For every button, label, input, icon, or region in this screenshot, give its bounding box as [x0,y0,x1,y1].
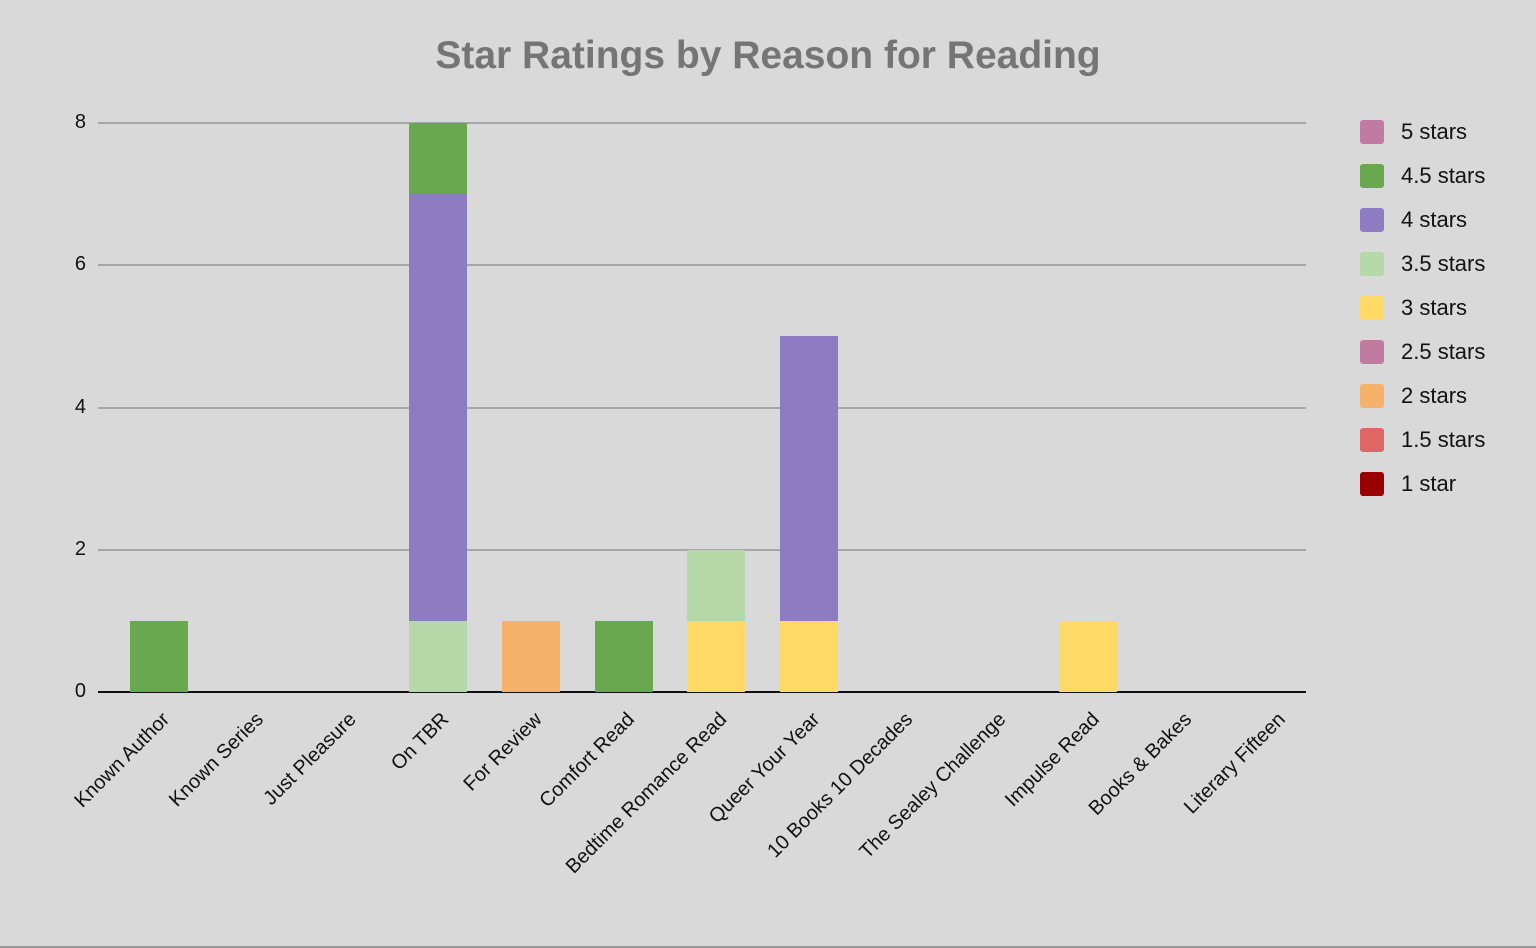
legend-item[interactable]: 3 stars [1360,286,1485,330]
x-tick-label: Known Author [70,708,174,812]
chart-legend: 5 stars 4.5 stars 4 stars 3.5 stars 3 stars 2… [1360,110,1485,506]
legend-label: 3.5 stars [1401,251,1486,276]
legend-swatch-icon [1360,164,1384,188]
legend-item[interactable]: 2.5 stars [1360,330,1485,374]
y-tick-label: 2 [74,537,86,560]
legend-swatch-icon [1360,252,1384,276]
legend-item[interactable]: 5 stars [1360,110,1485,154]
y-tick-label: 0 [74,680,86,702]
legend-label: 2.5 stars [1401,339,1486,364]
legend-item[interactable]: 4 stars [1360,198,1485,242]
legend-label: 1 star [1401,471,1457,496]
x-tick-label: Known Series [164,708,268,812]
gridline [98,406,1306,409]
gridline [98,122,1306,124]
gridline [98,548,1306,551]
legend-label: 3 stars [1401,295,1468,320]
legend-item[interactable]: 3.5 stars [1360,242,1485,286]
y-tick-label: 8 [74,111,86,133]
legend-label: 2 stars [1401,383,1468,408]
x-tick-label: Impulse Read [1001,708,1104,812]
x-tick-label: Comfort Read [534,708,639,812]
legend-swatch-icon [1360,428,1384,452]
legend-swatch-icon [1360,472,1384,496]
chart-title: Star Ratings by Reason for Reading [435,34,1101,77]
legend-label: 5 stars [1401,119,1468,144]
legend-item[interactable]: 1.5 stars [1360,418,1485,462]
legend-item[interactable]: 2 stars [1360,374,1485,418]
legend-item[interactable]: 1 star [1360,462,1485,506]
legend-swatch-icon [1360,296,1384,320]
legend-swatch-icon [1360,340,1384,364]
gridline [98,264,1306,267]
legend-label: 1.5 stars [1401,427,1486,452]
bar-segment[interactable] [595,621,653,692]
legend-swatch-icon [1360,120,1384,144]
legend-swatch-icon [1360,208,1384,232]
bar-segment[interactable] [780,621,838,692]
bar-segment[interactable] [1059,621,1117,692]
bar-segment[interactable] [409,123,467,194]
x-axis-line [98,691,1306,693]
legend-label: 4.5 stars [1401,163,1486,188]
bar-segment[interactable] [687,550,745,621]
bar-segment[interactable] [780,336,838,621]
legend-label: 4 stars [1401,207,1468,232]
x-tick-label: Just Pleasure [259,708,361,810]
x-tick-label: On TBR [386,708,453,775]
y-tick-label: 4 [74,395,86,418]
bar-segment[interactable] [687,621,745,692]
y-tick-label: 6 [74,253,86,276]
bottom-border [0,946,1536,948]
legend-swatch-icon [1360,384,1384,408]
bar-segment[interactable] [409,621,467,692]
x-tick-label: Bedtime Romance Read [562,708,732,878]
bar-segment[interactable] [502,621,560,692]
bar-segment[interactable] [130,621,188,692]
bar-segment[interactable] [409,194,467,621]
x-tick-label: For Review [459,708,547,796]
legend-item[interactable]: 4.5 stars [1360,154,1485,198]
